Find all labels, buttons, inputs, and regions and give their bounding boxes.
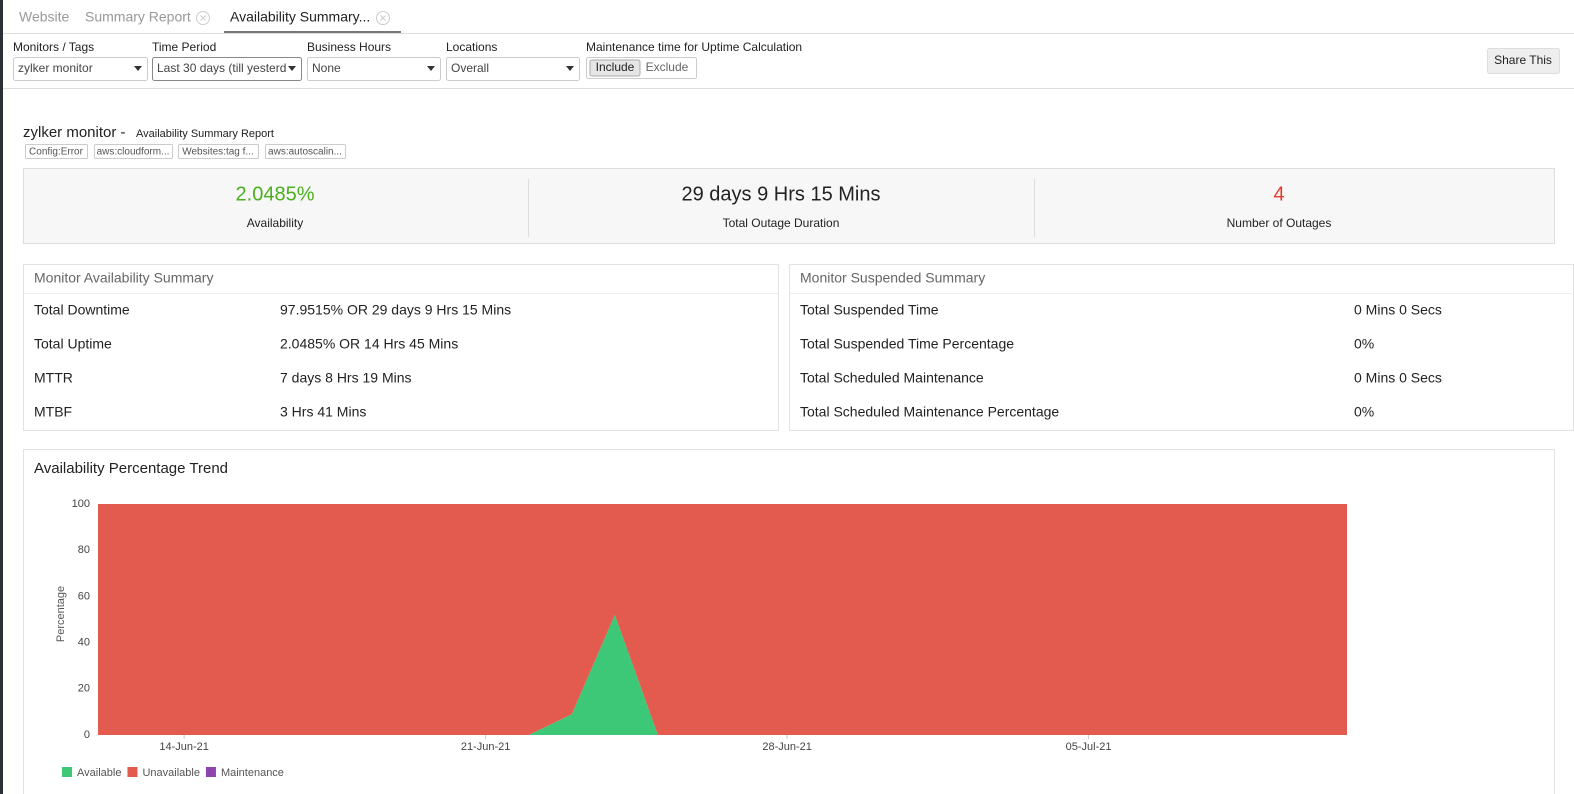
y-tick-label: 100 [72,498,90,510]
row-key: Total Scheduled Maintenance Percentage [800,404,1059,420]
y-tick-label: 60 [78,590,90,602]
filter-select[interactable] [152,57,302,81]
toggle-option[interactable]: Exclude [646,60,689,74]
filter-value[interactable]: Last 30 days (till yesterd [157,61,286,75]
filter-select[interactable] [13,57,148,81]
row-value: 7 days 8 Hrs 19 Mins [280,370,412,386]
tag [178,144,259,159]
tab-close-x[interactable] [200,15,206,21]
share-button[interactable] [1487,48,1560,74]
tag [94,144,173,159]
stats-box [23,168,1555,244]
stat-label: Total Outage Duration [723,216,840,230]
dropdown-arrow[interactable] [134,66,142,71]
filter-label: Locations [446,40,497,54]
dropdown-arrow[interactable] [427,66,435,71]
dropdown-arrow[interactable] [566,66,574,71]
tab-close[interactable] [376,11,390,25]
stat-value: 4 [1273,183,1284,205]
report-subtitle: Availability Summary Report [136,128,274,140]
side-edge [0,0,3,794]
tag-label: aws:cloudform... [97,147,170,158]
row-value: 2.0485% OR 14 Hrs 45 Mins [280,336,458,352]
share-label[interactable]: Share This [1494,53,1552,67]
row-key: Total Suspended Time Percentage [800,336,1014,352]
filter-select[interactable] [307,57,441,81]
row-key: MTBF [34,404,72,420]
x-tick-label: 21-Jun-21 [461,741,511,753]
legend-swatch [62,767,72,777]
legend-label: Available [77,767,121,779]
availability-panel [23,264,779,431]
filter-select[interactable] [446,57,580,81]
tab[interactable]: Availability Summary... [230,9,370,25]
filter-value[interactable]: Overall [451,61,489,75]
tag-label: aws:autoscalin... [268,147,342,158]
stat-label: Number of Outages [1227,216,1332,230]
legend-swatch [127,767,138,777]
filter-label: Time Period [152,40,216,54]
y-tick-label: 80 [78,544,90,556]
row-value: 0% [1354,404,1374,420]
filter-value[interactable]: None [312,61,341,75]
x-tick-label: 28-Jun-21 [762,741,812,753]
tab[interactable]: Website [19,9,70,25]
stat-value: 29 days 9 Hrs 15 Mins [682,183,881,205]
chart-panel [23,449,1555,794]
row-key: Total Scheduled Maintenance [800,370,984,386]
filter-label: Monitors / Tags [13,40,94,54]
area [98,504,1347,735]
y-tick-label: 40 [78,637,90,649]
row-key: Total Uptime [34,336,112,352]
row-key: Total Downtime [34,302,130,318]
legend-swatch [205,767,216,777]
row-value: 0% [1354,336,1374,352]
y-tick-label: 20 [78,683,90,695]
row-value: 3 Hrs 41 Mins [280,404,366,420]
y-axis-label: Percentage [55,586,67,642]
tag [25,144,88,159]
x-tick-label: 05-Jul-21 [1066,741,1112,753]
legend-label: Unavailable [142,767,199,779]
dropdown-arrow[interactable] [288,66,296,71]
panel-title: Monitor Availability Summary [34,270,213,286]
tag-label: Config:Error [29,147,84,158]
tab-underline [224,31,401,33]
row-value: 0 Mins 0 Secs [1354,370,1442,386]
x-tick-label: 14-Jun-21 [159,741,209,753]
toggle-option[interactable]: Include [596,60,635,74]
chart-title: Availability Percentage Trend [34,460,228,477]
panel-title: Monitor Suspended Summary [800,270,985,286]
tab-close-x[interactable] [380,15,386,21]
stat-value: 2.0485% [236,183,315,205]
row-key: MTTR [34,370,73,386]
tag-label: Websites:tag f... [182,147,254,158]
row-key: Total Suspended Time [800,302,939,318]
maintenance-label: Maintenance time for Uptime Calculation [586,40,802,54]
row-value: 97.9515% OR 29 days 9 Hrs 15 Mins [280,302,511,318]
filter-label: Business Hours [307,40,391,54]
y-tick-label: 0 [84,729,90,741]
tab-close[interactable] [196,11,210,25]
toggle-selected[interactable] [589,59,641,77]
legend-label: Maintenance [221,767,284,779]
row-value: 0 Mins 0 Secs [1354,302,1442,318]
stat-label: Availability [247,216,303,230]
filter-value[interactable]: zylker monitor [18,61,93,75]
tab[interactable]: Summary Report [85,9,191,25]
tag [265,144,346,159]
report-title: zylker monitor - [23,124,126,141]
